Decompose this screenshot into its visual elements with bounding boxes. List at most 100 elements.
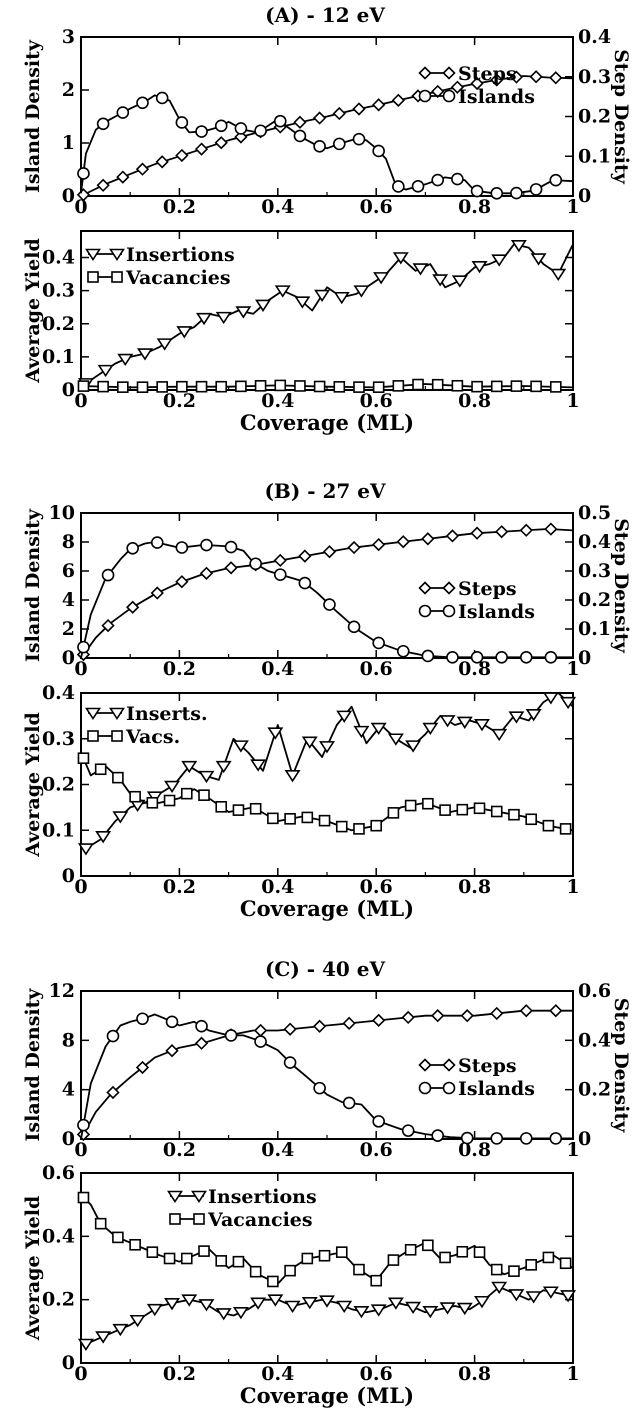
- data-point: [117, 353, 134, 367]
- data-point: [313, 380, 326, 393]
- data-point: [129, 1314, 146, 1328]
- data-point: [352, 102, 366, 116]
- data-point: [301, 736, 318, 749]
- data-point: [96, 117, 110, 131]
- data-point: [224, 561, 238, 575]
- data-point: [234, 122, 248, 135]
- data-point: [439, 715, 456, 728]
- data-point: [234, 130, 248, 144]
- y-axis-label: Island Density: [22, 508, 44, 662]
- data-point: [97, 380, 109, 393]
- x-tick-label: 1: [566, 1363, 579, 1385]
- data-point: [117, 381, 129, 393]
- data-point: [352, 132, 366, 146]
- data-point: [372, 98, 386, 112]
- legend-marker: [442, 1058, 456, 1072]
- legend-entry: Steps: [418, 578, 517, 600]
- data-point: [372, 381, 385, 393]
- data-point: [314, 289, 331, 303]
- data-point: [232, 804, 245, 816]
- data-point: [215, 1308, 232, 1321]
- data-point: [129, 1238, 141, 1251]
- legend-entry: Insertions: [85, 244, 235, 266]
- data-point: [471, 261, 488, 274]
- y2-tick-label: 0: [578, 185, 591, 207]
- x-tick-label: 0.4: [261, 1363, 294, 1385]
- series-line: [80, 94, 574, 195]
- y-tick-label: 12: [49, 980, 75, 1002]
- x-tick-label: 0.2: [163, 1139, 196, 1161]
- data-point: [491, 254, 508, 267]
- data-point: [95, 831, 112, 844]
- data-point: [301, 1297, 318, 1310]
- data-point: [116, 106, 130, 119]
- data-point: [490, 1006, 504, 1021]
- data-point: [404, 799, 417, 812]
- x-tick-label: 0.6: [360, 876, 393, 898]
- data-point: [445, 529, 460, 543]
- panel-c-title: (C) - 40 eV: [265, 957, 386, 981]
- legend-marker: [418, 1081, 432, 1095]
- y-axis-label: Average Yield: [22, 712, 44, 857]
- data-point: [176, 380, 188, 393]
- y2-tick-label: 0.1: [578, 145, 611, 167]
- data-point: [318, 814, 331, 827]
- x-tick-label: 0.6: [360, 1139, 393, 1161]
- data-point: [542, 1251, 555, 1264]
- data-point: [175, 575, 189, 589]
- data-point: [116, 170, 130, 184]
- data-point: [439, 1251, 451, 1264]
- y2-tick-label: 0: [578, 647, 591, 669]
- data-point: [332, 137, 346, 151]
- data-point: [392, 380, 405, 392]
- x-tick-label: 0.2: [163, 658, 196, 680]
- legend-entry: Steps: [418, 1055, 517, 1077]
- data-point: [372, 636, 385, 650]
- data-point: [392, 252, 409, 265]
- series-steps: [76, 70, 574, 202]
- y-tick-label: 0.3: [42, 728, 75, 750]
- data-point: [298, 549, 312, 563]
- y2-tick-label: 0: [578, 1128, 591, 1150]
- data-point: [446, 650, 459, 664]
- data-point: [474, 718, 490, 732]
- data-point: [451, 379, 464, 392]
- legend-entry: Vacancies: [87, 267, 231, 289]
- y-tick-label: 0.1: [42, 819, 75, 841]
- legend-entry: Vacancies: [169, 1209, 313, 1231]
- data-point: [94, 1217, 107, 1230]
- data-point: [232, 1255, 245, 1268]
- data-point: [549, 1004, 563, 1018]
- data-point: [319, 1295, 335, 1308]
- y-axis-label: Average Yield: [22, 1196, 44, 1341]
- data-point: [525, 709, 542, 722]
- y-tick-label: 0.4: [42, 247, 75, 269]
- legend-marker: [85, 248, 101, 261]
- legend-entry: Islands: [418, 601, 535, 623]
- legend-entry: Inserts.: [85, 703, 208, 725]
- data-point: [224, 1029, 238, 1042]
- data-point: [370, 722, 387, 736]
- x-tick-label: 0.2: [163, 876, 196, 898]
- y-tick-label: 8: [62, 1029, 75, 1051]
- legend-label: Islands: [458, 601, 535, 623]
- data-point: [347, 540, 361, 555]
- data-point: [165, 1015, 179, 1029]
- x-tick-label: 0: [74, 1363, 87, 1385]
- data-point: [372, 144, 385, 158]
- data-point: [267, 727, 284, 740]
- legend-marker: [111, 730, 123, 742]
- data-point: [112, 771, 124, 784]
- data-point: [508, 1289, 525, 1302]
- data-point: [199, 566, 214, 580]
- data-point: [77, 640, 90, 654]
- data-point: [519, 650, 533, 664]
- series-islands: [77, 536, 573, 664]
- x-axis-label: Coverage (ML): [240, 1383, 414, 1408]
- data-point: [215, 380, 228, 393]
- data-point: [273, 553, 287, 568]
- data-point: [322, 545, 337, 559]
- data-point: [335, 1246, 348, 1258]
- data-point: [224, 540, 238, 554]
